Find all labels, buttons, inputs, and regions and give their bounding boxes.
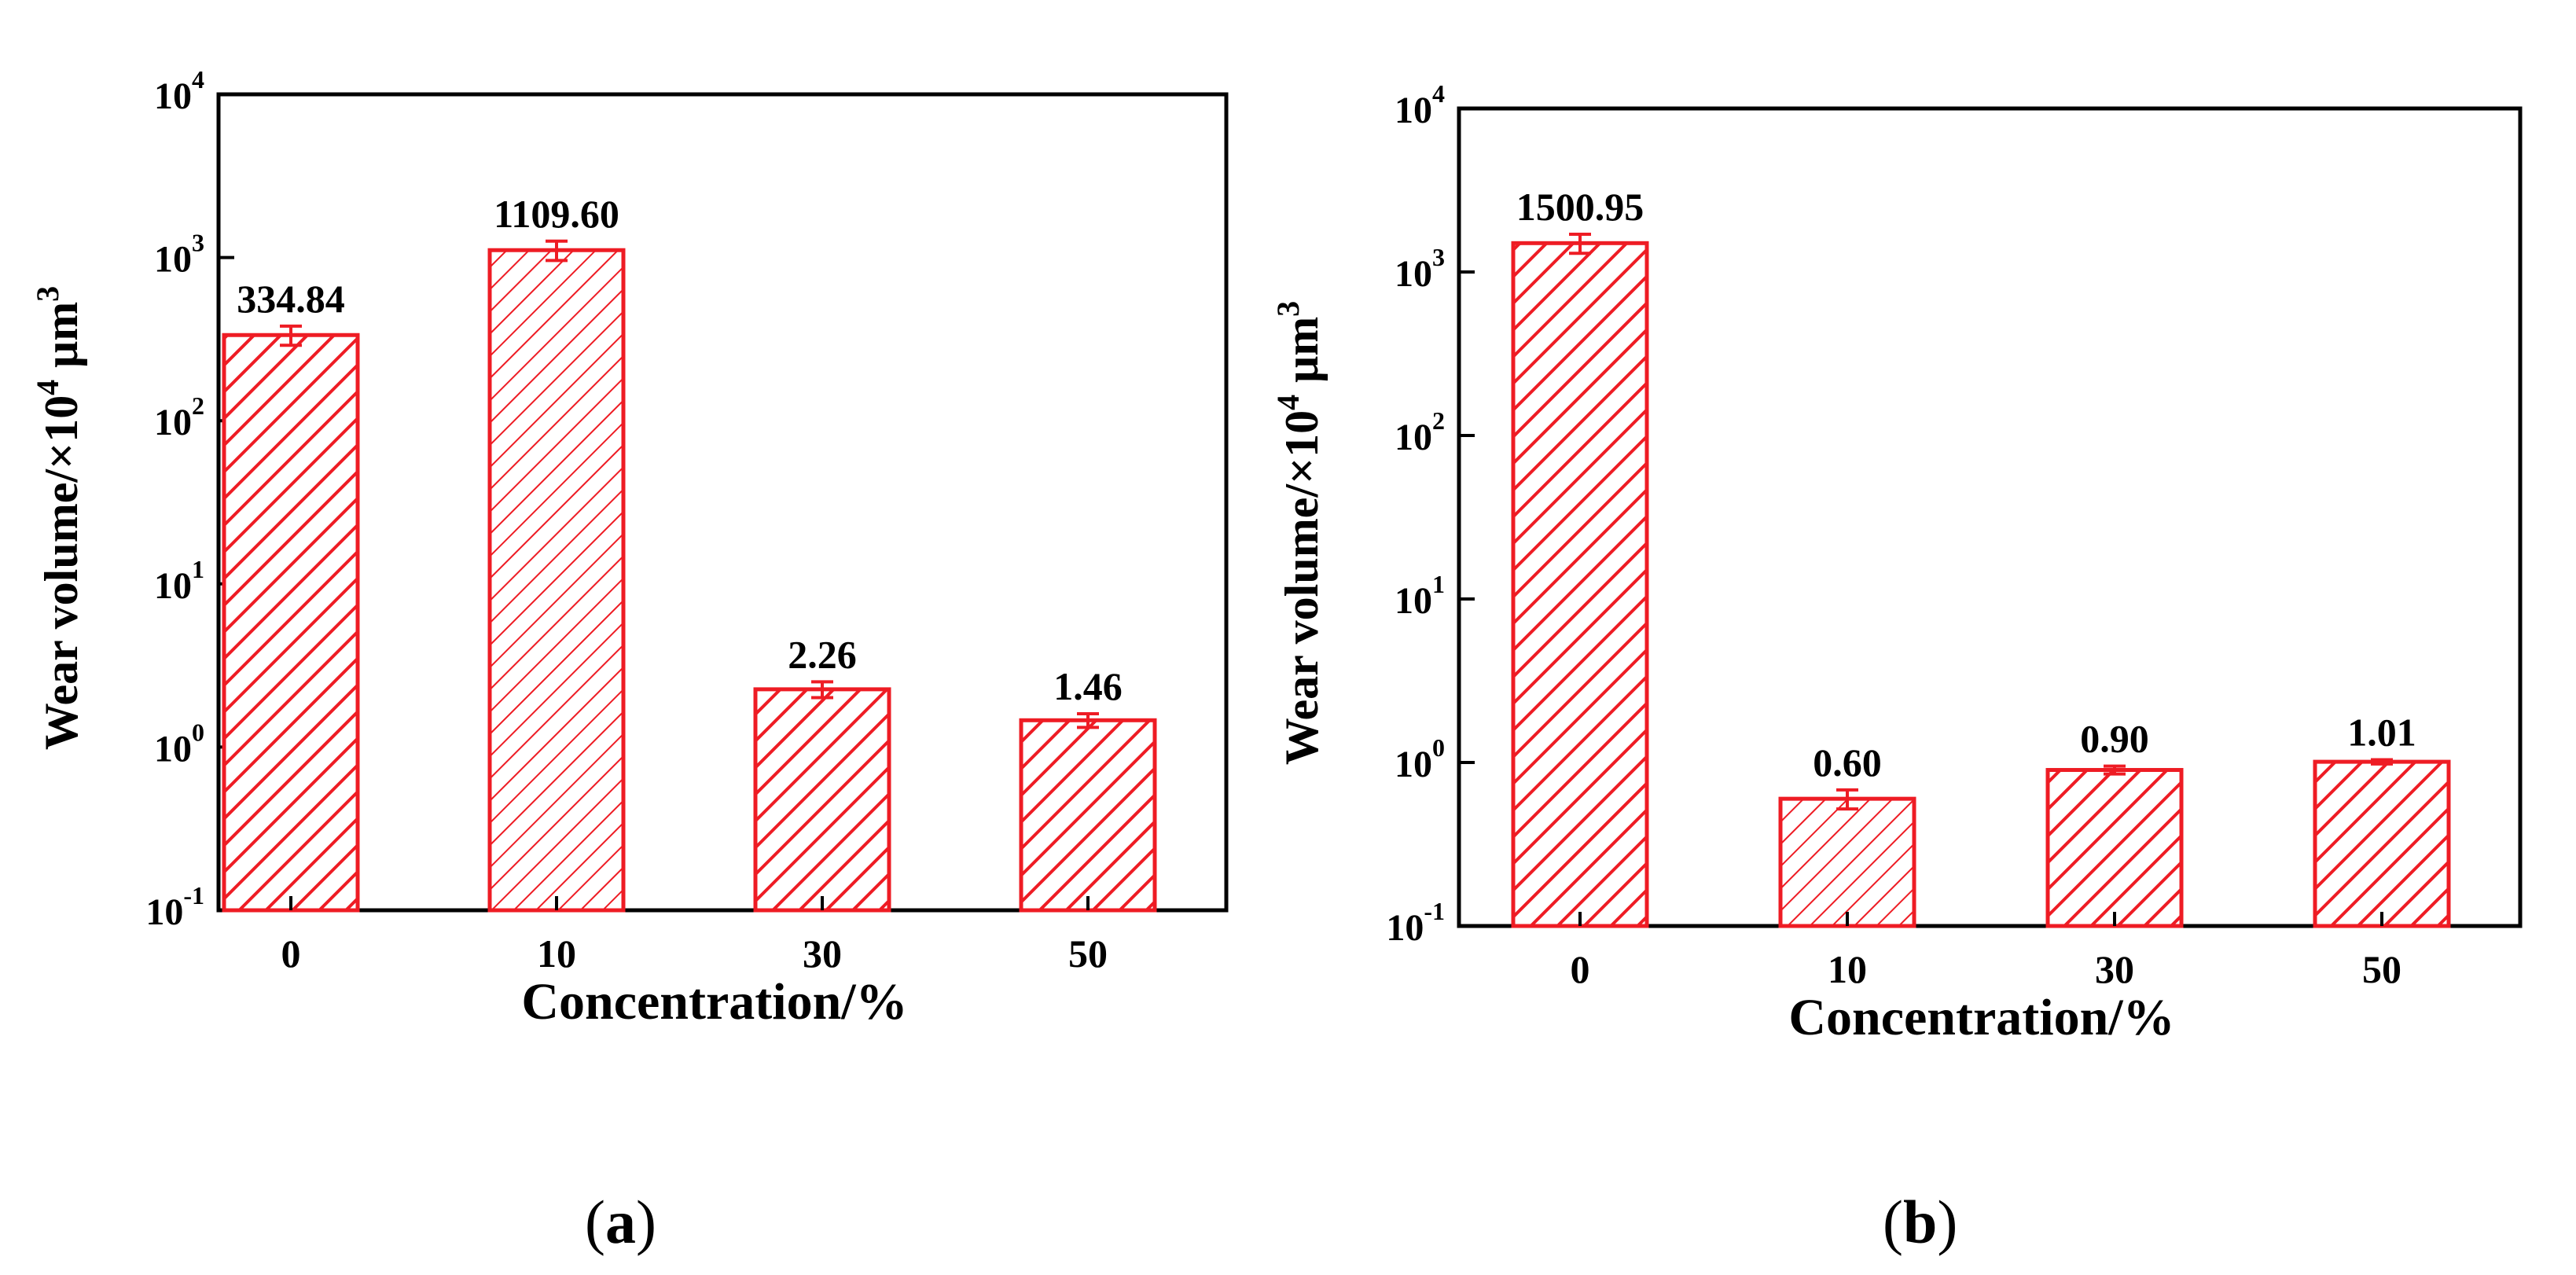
- bar: [1019, 718, 1157, 913]
- y-tick-exponent: 1: [1432, 570, 1445, 598]
- y-tick-exponent: 3: [192, 229, 204, 257]
- data-label: 2.26: [788, 632, 857, 676]
- y-tick-exponent: 2: [1432, 406, 1445, 435]
- data-label: 1109.60: [494, 192, 619, 236]
- data-label: 334.84: [237, 277, 345, 321]
- x-axis-label: Concentration/%: [1788, 989, 2174, 1046]
- x-tick-label: 50: [2362, 947, 2401, 991]
- bar: [2045, 768, 2184, 928]
- y-tick-label: 10-1: [145, 881, 204, 933]
- y-tick-exponent: -1: [183, 881, 204, 909]
- bar: [487, 248, 626, 913]
- y-axis-label-sup1: 4: [1270, 395, 1306, 410]
- y-axis-label-unit: μm: [35, 302, 87, 380]
- y-axis-label-sup1: 4: [30, 380, 65, 395]
- y-tick-label: 100: [154, 718, 204, 770]
- x-axis-label: Concentration/%: [521, 973, 907, 1031]
- y-tick-label: 101: [1395, 570, 1445, 622]
- caption-a-close: ): [635, 1188, 656, 1256]
- bar: [1778, 796, 1916, 928]
- data-label: 1.46: [1053, 664, 1123, 708]
- bar: [2313, 759, 2451, 928]
- y-axis-label: Wear volume/×104 μm3: [30, 286, 87, 750]
- data-label: 0.60: [1813, 740, 1882, 784]
- y-tick-label: 102: [1395, 406, 1445, 458]
- x-tick-label: 30: [2095, 947, 2134, 991]
- y-tick-label: 104: [1395, 79, 1445, 131]
- y-tick-exponent: 3: [1432, 243, 1445, 271]
- y-axis-label-unit: μm: [1276, 317, 1328, 395]
- caption-a-open: (: [585, 1188, 605, 1256]
- x-tick-label: 0: [281, 931, 301, 976]
- bar: [222, 333, 360, 913]
- x-tick-label: 30: [803, 931, 842, 976]
- y-tick-label: 103: [1395, 243, 1445, 295]
- y-axis-label-sup2: 3: [1270, 301, 1306, 317]
- caption-b: (b): [1883, 1187, 1957, 1258]
- caption-b-close: ): [1937, 1188, 1958, 1256]
- y-tick-exponent: 0: [1432, 733, 1445, 762]
- y-tick-label: 10-1: [1386, 897, 1445, 949]
- x-tick-label: 0: [1571, 947, 1590, 991]
- y-axis-label: Wear volume/×104 μm3: [1270, 301, 1328, 765]
- y-tick-label: 100: [1395, 733, 1445, 785]
- data-label: 1500.95: [1516, 185, 1644, 229]
- y-tick-exponent: 1: [192, 555, 204, 583]
- y-tick-exponent: 2: [192, 391, 204, 420]
- data-label: 1.01: [2347, 710, 2416, 754]
- bar: [1511, 241, 1649, 928]
- y-tick-label: 103: [154, 229, 204, 281]
- y-axis-label-sup2: 3: [30, 286, 65, 302]
- caption-a: (a): [585, 1187, 656, 1258]
- x-tick-label: 50: [1068, 931, 1108, 976]
- y-tick-exponent: 0: [192, 718, 204, 746]
- y-tick-label: 104: [154, 65, 204, 117]
- data-label: 0.90: [2080, 717, 2149, 761]
- caption-b-open: (: [1883, 1188, 1903, 1256]
- y-tick-exponent: 4: [192, 65, 204, 94]
- chart-b: 10-11001011021031041500.9500.60100.90301…: [1270, 79, 2523, 1046]
- y-tick-exponent: -1: [1424, 897, 1445, 925]
- x-tick-label: 10: [537, 931, 576, 976]
- x-tick-label: 10: [1828, 947, 1867, 991]
- y-axis-label-main: Wear volume/×10: [1276, 410, 1328, 765]
- y-tick-label: 101: [154, 555, 204, 607]
- chart-a: 10-1100101102103104334.8401109.60102.263…: [30, 65, 1229, 1031]
- caption-b-letter: b: [1902, 1188, 1938, 1256]
- y-axis-label-main: Wear volume/×10: [35, 395, 87, 750]
- bar: [753, 687, 891, 913]
- y-tick-exponent: 4: [1432, 79, 1445, 108]
- y-tick-label: 102: [154, 391, 204, 443]
- caption-a-letter: a: [604, 1188, 636, 1256]
